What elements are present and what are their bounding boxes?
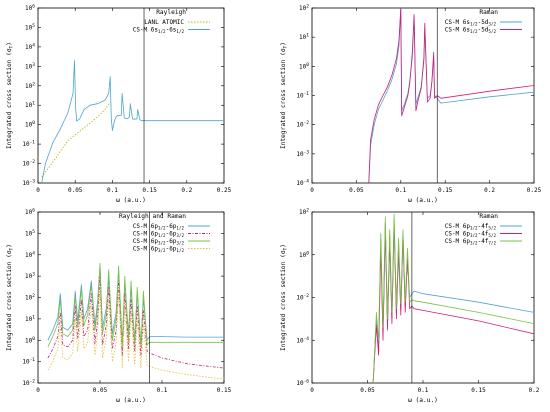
legend-entry-label: LANL ATOMIC bbox=[144, 19, 184, 26]
legend-entry-label: CS-M 6s1/2-5d5/2 bbox=[445, 27, 497, 35]
x-tick-label: 0 bbox=[36, 387, 40, 394]
legend-title: Raman bbox=[479, 213, 498, 220]
y-tick-label: 10-2 bbox=[22, 379, 35, 388]
y-tick-label: 10-4 bbox=[296, 336, 309, 345]
y-tick-label: 10-3 bbox=[22, 179, 35, 188]
legend-entry-label: CS-M 6p1/2-6p3/2 bbox=[133, 231, 185, 239]
legend-entry-label: CS-M 6p3/2-6p1/2 bbox=[133, 246, 185, 254]
y-tick-label: 106 bbox=[25, 208, 35, 217]
y-tick-label: 10-2 bbox=[296, 293, 309, 302]
x-tick-label: 0.05 bbox=[349, 187, 364, 194]
y-tick-label: 100 bbox=[299, 62, 309, 71]
legend-entry-label: CS-M 6s1/2-6s1/2 bbox=[133, 27, 185, 35]
plot-frame bbox=[37, 211, 225, 384]
x-tick-label: 0.2 bbox=[484, 187, 495, 194]
y-tick-label: 10-4 bbox=[296, 179, 309, 188]
y-tick-label: 10-2 bbox=[296, 120, 309, 128]
x-tick-label: 0.1 bbox=[418, 387, 429, 394]
y-tick-label: 10-3 bbox=[296, 149, 309, 158]
y-tick-label: 100 bbox=[25, 120, 35, 128]
y-tick-label: 10-1 bbox=[296, 91, 309, 100]
y-tick-label: 101 bbox=[25, 101, 35, 110]
y-axis-title: Integrated cross section (σT) bbox=[6, 42, 15, 149]
x-tick-label: 0.1 bbox=[157, 387, 168, 394]
y-tick-label: 104 bbox=[25, 42, 35, 51]
legend-entry-label: CS-M 6p1/2-4f5/2 bbox=[445, 223, 497, 231]
series-line-2 bbox=[41, 60, 224, 183]
y-tick-label: 102 bbox=[25, 81, 35, 90]
series-line-1 bbox=[368, 8, 534, 183]
x-tick-label: 0 bbox=[310, 387, 314, 394]
series-line-3 bbox=[47, 262, 224, 348]
x-tick-label: 0 bbox=[310, 187, 314, 194]
x-tick-label: 0.15 bbox=[438, 187, 453, 194]
series-line-1 bbox=[41, 102, 111, 178]
panel-top-left: 0 0.05 0.1 0.15 0.2 0.25 10-3 10-2 10-1 100 101 102… bbox=[6, 4, 232, 205]
y-axis-title: Integrated cross section (σT) bbox=[6, 244, 15, 351]
x-tick-label: 0.2 bbox=[181, 187, 192, 194]
legend-title: Raman bbox=[479, 9, 498, 16]
panel-top-right: 0 0.05 0.1 0.15 0.2 0.25 10-4 10-3 10-2 10-1 100 10… bbox=[280, 4, 542, 205]
x-axis-title: ω (a.u.) bbox=[408, 197, 438, 204]
x-tick-label: 0 bbox=[36, 187, 40, 194]
y-tick-label: 102 bbox=[299, 208, 309, 217]
series-line-4 bbox=[47, 290, 224, 380]
legend-title: Rayleigh bbox=[156, 9, 186, 16]
y-tick-label: 10-2 bbox=[22, 159, 35, 168]
y-tick-label: 10-1 bbox=[22, 357, 35, 366]
x-tick-label: 0.15 bbox=[142, 187, 157, 194]
y-tick-label: 101 bbox=[299, 33, 309, 42]
x-tick-label: 0.15 bbox=[217, 387, 232, 394]
legend-entry-label: CS-M 6p3/2-4f7/2 bbox=[445, 238, 497, 246]
y-tick-label: 103 bbox=[25, 62, 35, 71]
plot-frame bbox=[37, 7, 225, 184]
series-line-1 bbox=[372, 226, 534, 383]
y-tick-label: 104 bbox=[25, 250, 35, 259]
legend-entry-label: CS-M 6p3/2-6p3/2 bbox=[133, 238, 185, 246]
legend-title: Rayleigh and Raman bbox=[119, 213, 186, 220]
y-tick-label: 100 bbox=[299, 250, 309, 259]
x-tick-label: 0.1 bbox=[395, 187, 406, 194]
y-tick-label: 101 bbox=[25, 314, 35, 323]
x-axis-title: ω (a.u.) bbox=[408, 397, 438, 404]
legend-entry-label: CS-M 6p3/2-4f5/2 bbox=[445, 231, 497, 239]
y-axis-title: Integrated cross section (σT) bbox=[280, 244, 289, 351]
x-tick-label: 0.05 bbox=[360, 387, 375, 394]
x-tick-label: 0.05 bbox=[68, 187, 83, 194]
y-tick-label: 10-1 bbox=[22, 140, 35, 149]
series-line-2 bbox=[47, 275, 224, 369]
x-tick-label: 0.1 bbox=[107, 187, 118, 194]
legend-entry-label: CS-M 6s1/2-5d3/2 bbox=[445, 19, 497, 27]
x-tick-label: 0.05 bbox=[93, 387, 108, 394]
y-tick-label: 106 bbox=[25, 4, 35, 13]
x-axis-title: ω (a.u.) bbox=[116, 397, 146, 404]
y-tick-label: 10-6 bbox=[296, 379, 309, 388]
y-tick-label: 100 bbox=[25, 336, 35, 345]
series-line-3 bbox=[372, 213, 534, 383]
x-tick-label: 0.25 bbox=[527, 187, 542, 194]
x-tick-label: 0.25 bbox=[217, 187, 232, 194]
x-axis-title: ω (a.u.) bbox=[116, 197, 146, 204]
plot-frame bbox=[311, 211, 535, 384]
series-line-2 bbox=[368, 8, 534, 183]
x-tick-label: 0.2 bbox=[529, 387, 540, 394]
y-tick-label: 102 bbox=[25, 293, 35, 302]
y-tick-label: 103 bbox=[25, 272, 35, 281]
y-tick-label: 105 bbox=[25, 229, 35, 238]
y-tick-label: 102 bbox=[299, 4, 309, 13]
y-axis-title: Integrated cross section (σT) bbox=[280, 42, 289, 149]
legend-entry-label: CS-M 6p1/2-6p1/2 bbox=[133, 223, 185, 231]
panel-bottom-left: 0 0.05 0.1 0.15 10-2 10-1 100 101 102 103 104 105 10… bbox=[6, 208, 232, 405]
x-tick-label: 0.15 bbox=[471, 387, 486, 394]
y-tick-label: 105 bbox=[25, 23, 35, 32]
panel-bottom-right: 0 0.05 0.1 0.15 0.2 10-6 10-4 10-2 100 102 ω (a.u.… bbox=[280, 208, 540, 405]
